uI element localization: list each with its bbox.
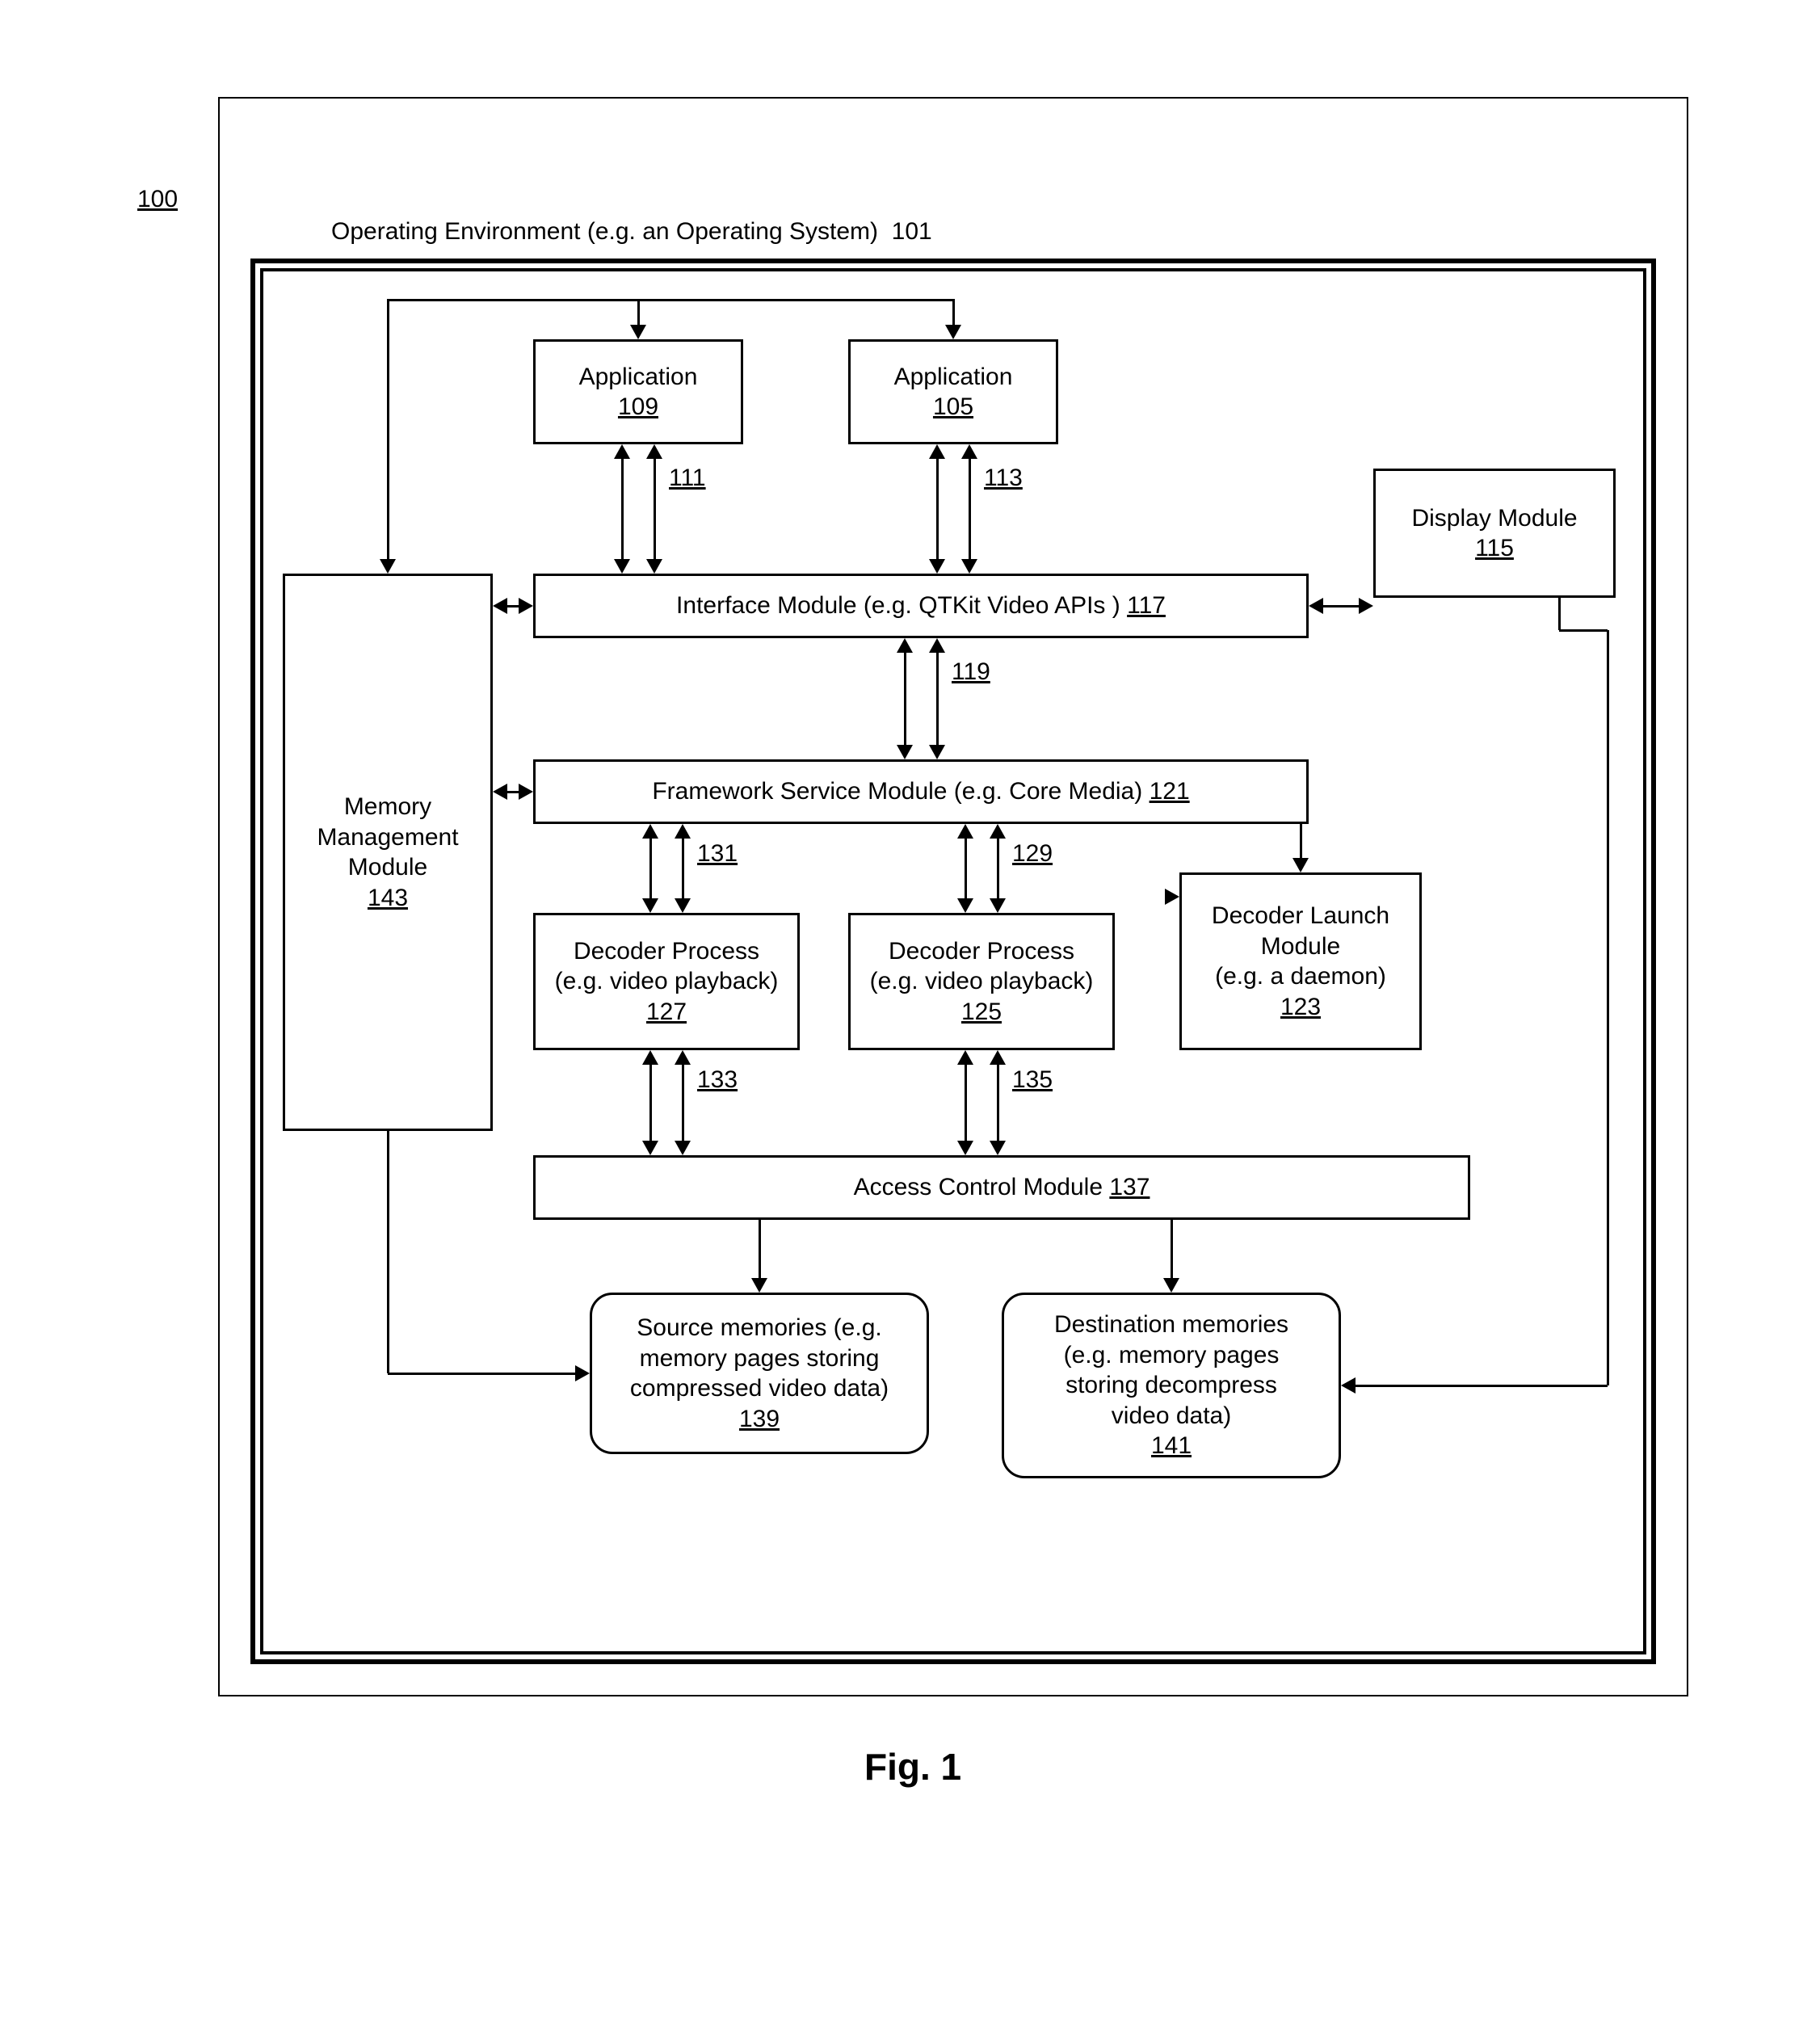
dst-mem-ref: 141	[1054, 1431, 1288, 1461]
app-a-ref: 109	[579, 392, 698, 423]
ref-113: 113	[984, 465, 1023, 491]
env-label: Operating Environment (e.g. an Operating…	[331, 218, 878, 245]
decoder-launch-module: Decoder LaunchModule(e.g. a daemon)123	[1179, 872, 1422, 1050]
framework-ref: 121	[1150, 778, 1190, 805]
app-b-label: Application	[894, 362, 1013, 393]
ref-119: 119	[952, 658, 990, 685]
decoder-process-b: Decoder Process(e.g. video playback)125	[848, 913, 1115, 1050]
destination-memories: Destination memories(e.g. memory pagesst…	[1002, 1293, 1341, 1478]
interface-ref: 117	[1127, 592, 1166, 619]
display-module: Display Module115	[1373, 469, 1616, 598]
ref-100: 100	[137, 186, 178, 213]
mem-mgmt-ref: 143	[317, 883, 458, 914]
application-b: Application105	[848, 339, 1058, 444]
ref-131: 131	[697, 840, 738, 867]
figure-label: Fig. 1	[864, 1745, 961, 1789]
launch-ref: 123	[1212, 992, 1389, 1023]
ref-129: 129	[1012, 840, 1053, 867]
src-mem-ref: 139	[630, 1404, 889, 1435]
ref-135: 135	[1012, 1066, 1053, 1093]
interface-module: Interface Module (e.g. QTKit Video APIs …	[533, 574, 1309, 638]
application-a: Application109	[533, 339, 743, 444]
ref-133: 133	[697, 1066, 738, 1093]
env-ref: 101	[892, 218, 932, 245]
dec-b-ref: 125	[870, 997, 1094, 1028]
app-b-ref: 105	[894, 392, 1013, 423]
display-module-ref: 115	[1411, 533, 1577, 564]
access-ref: 137	[1109, 1174, 1150, 1200]
access-control-module: Access Control Module 137	[533, 1155, 1470, 1220]
decoder-process-a: Decoder Process(e.g. video playback)127	[533, 913, 800, 1050]
framework-service-module: Framework Service Module (e.g. Core Medi…	[533, 759, 1309, 824]
framework-label: Framework Service Module (e.g. Core Medi…	[652, 778, 1142, 805]
display-module-label: Display Module	[1411, 503, 1577, 534]
access-label: Access Control Module	[854, 1174, 1103, 1200]
memory-management-module: MemoryManagementModule143	[283, 574, 493, 1131]
source-memories: Source memories (e.g.memory pages storin…	[590, 1293, 929, 1454]
dec-a-ref: 127	[555, 997, 779, 1028]
app-a-label: Application	[579, 362, 698, 393]
interface-label: Interface Module (e.g. QTKit Video APIs …	[676, 592, 1120, 619]
ref-111: 111	[669, 465, 706, 491]
